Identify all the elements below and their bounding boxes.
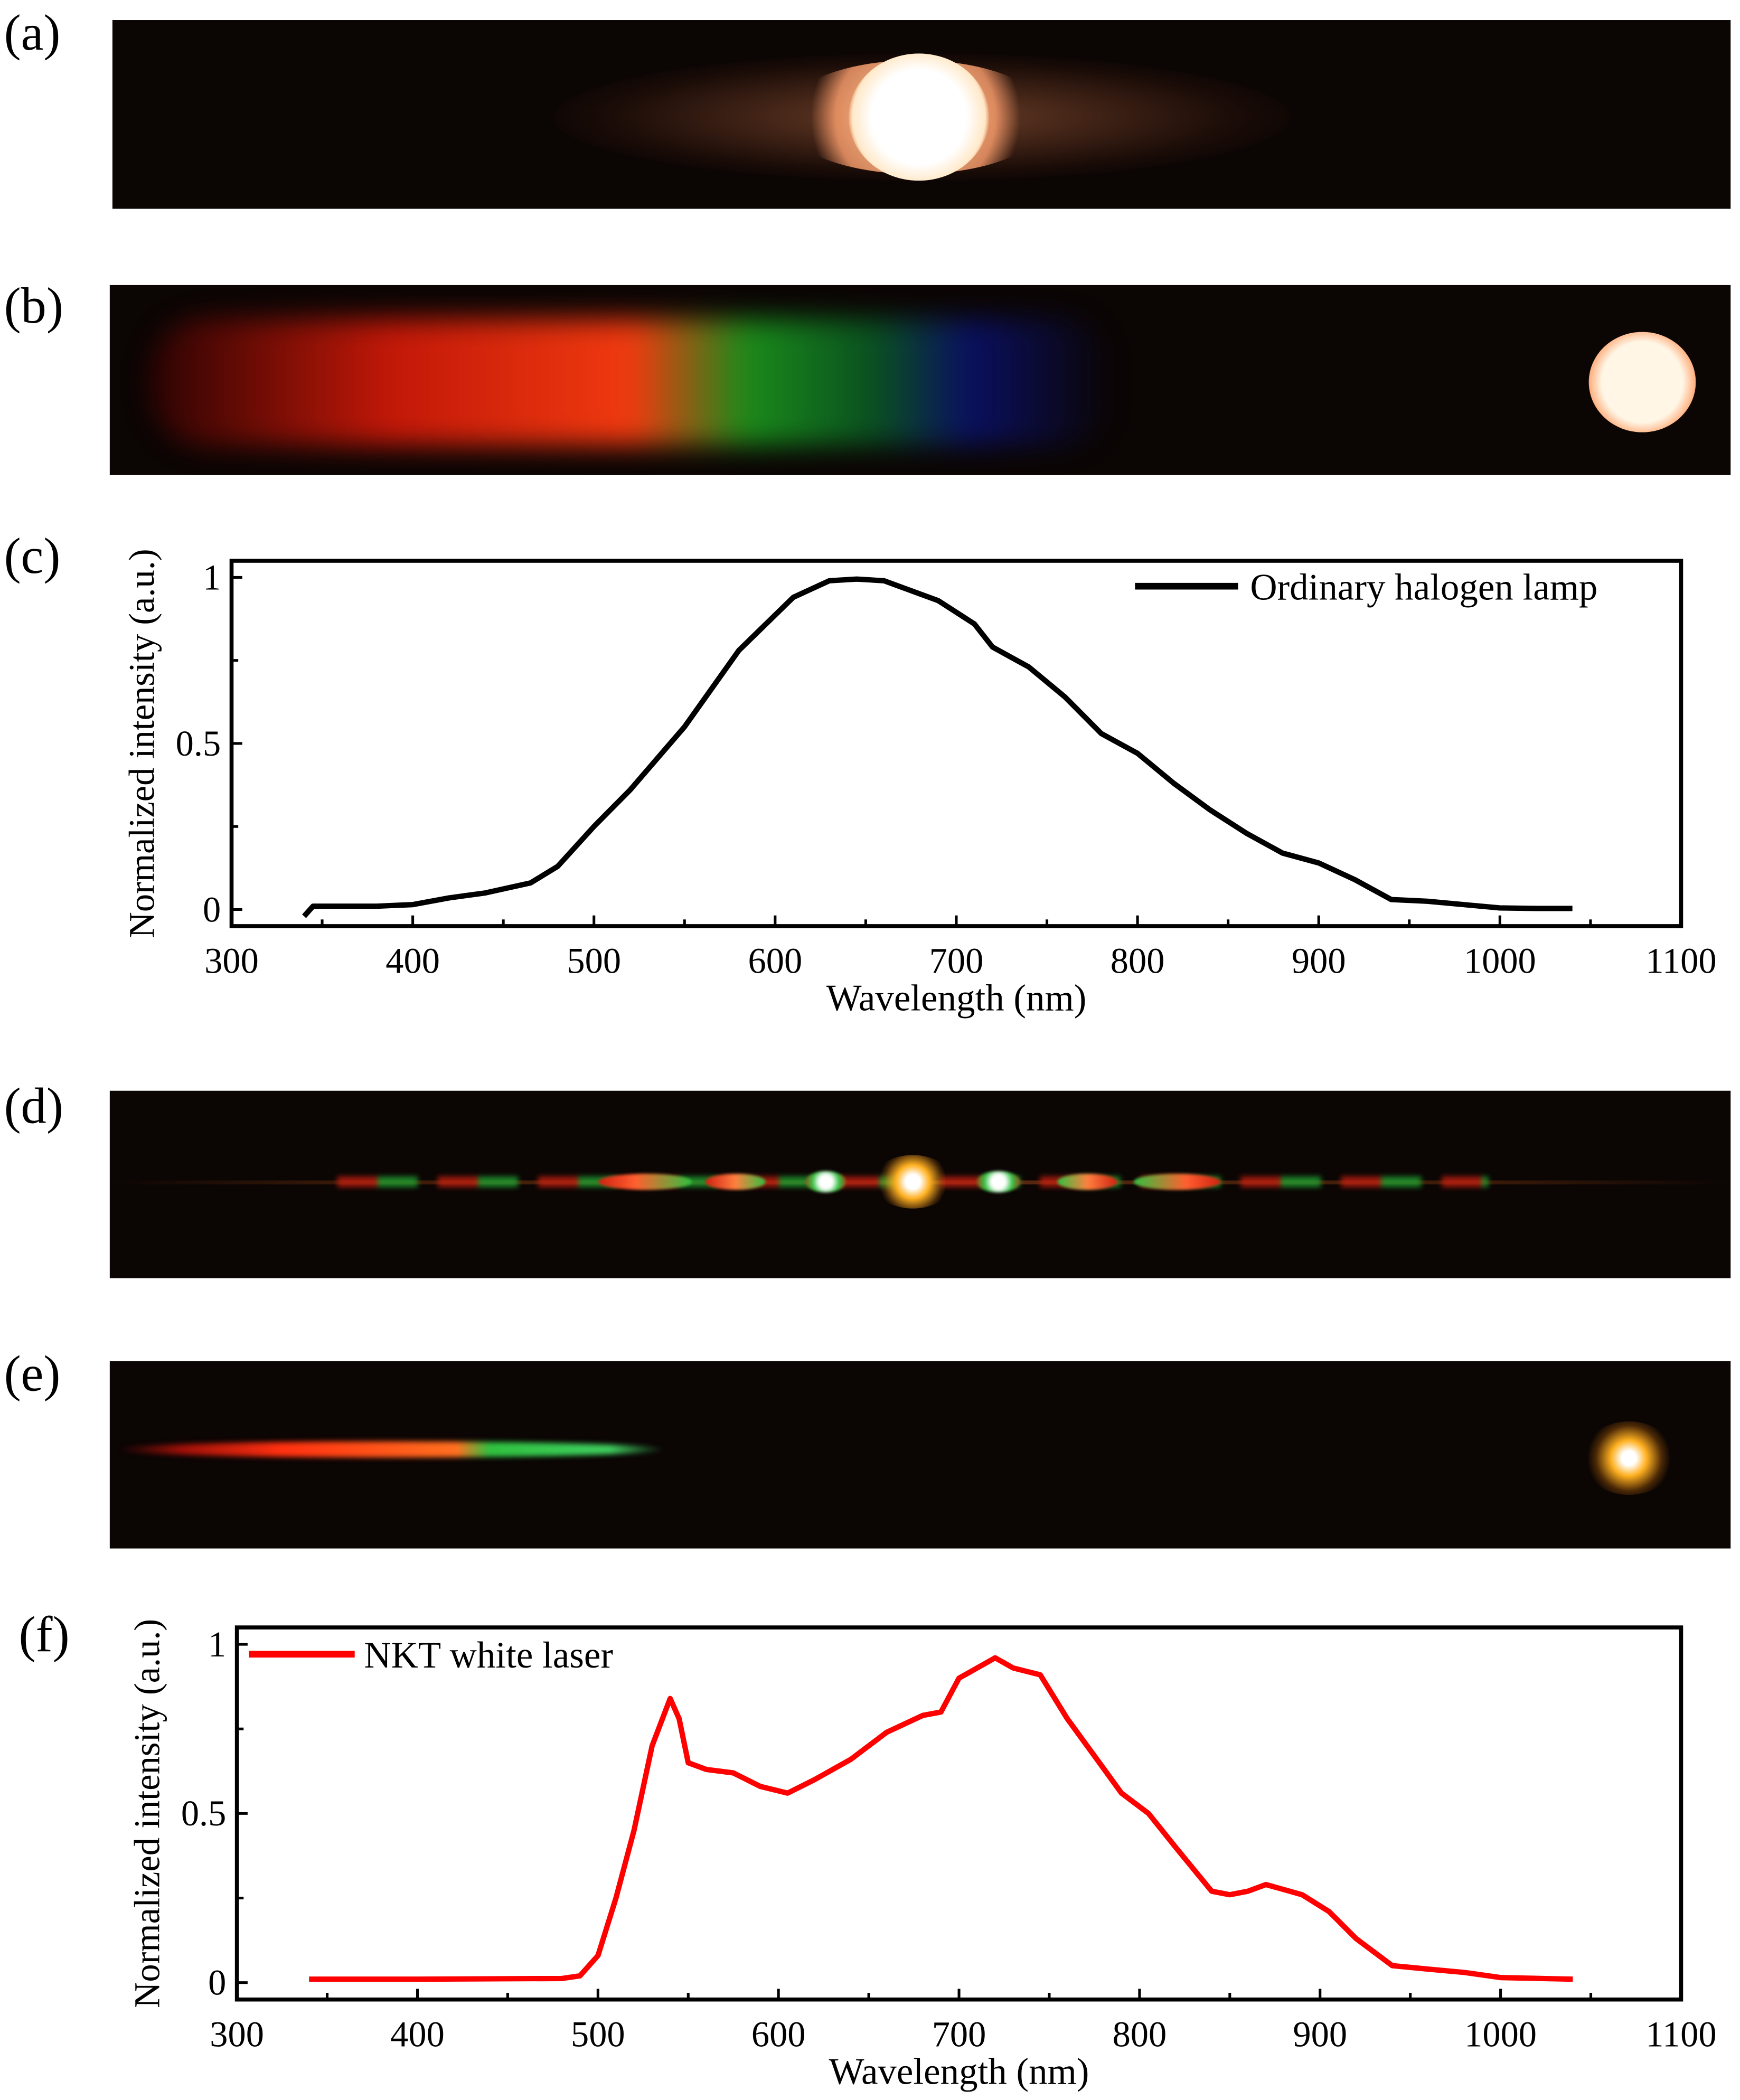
panel-label-b: (b) bbox=[4, 278, 63, 335]
y-axis-label: Normalized intensity (a.u.) bbox=[127, 1619, 167, 2008]
panel-label-e: (e) bbox=[4, 1346, 61, 1403]
x-tick-label: 500 bbox=[571, 2014, 625, 2054]
y-tick-label: 1 bbox=[208, 1624, 226, 1664]
plot-frame bbox=[234, 1625, 1683, 2002]
x-tick-label: 300 bbox=[210, 2014, 264, 2054]
photo-b-halogen-spectrum bbox=[109, 285, 1731, 475]
chart-f-nkt-spectrum: 300 400 500 600 700 800 900 1000 1100 0 0.5 1 Wavele… bbox=[127, 1619, 1717, 2093]
x-axis-label: Wavelength (nm) bbox=[829, 2051, 1089, 2092]
x-tick-label: 700 bbox=[932, 2014, 986, 2054]
series-line bbox=[302, 576, 1573, 918]
y-tick-label: 1 bbox=[203, 557, 221, 597]
panel-label-f: (f) bbox=[18, 1607, 70, 1664]
y-tick-label: 0 bbox=[208, 1962, 226, 2002]
legend-label: Ordinary halogen lamp bbox=[1250, 567, 1597, 608]
x-tick-label: 700 bbox=[929, 941, 984, 981]
panel-label-d: (d) bbox=[4, 1078, 63, 1135]
y-tick-label: 0 bbox=[203, 889, 221, 929]
x-tick-label: 500 bbox=[567, 941, 621, 981]
x-tick-label: 800 bbox=[1113, 2014, 1167, 2054]
y-axis-label: Normalized intensity (a.u.) bbox=[121, 549, 162, 938]
x-tick-label: 400 bbox=[385, 941, 440, 981]
y-tick-label: 0.5 bbox=[176, 723, 221, 764]
x-axis-label: Wavelength (nm) bbox=[826, 978, 1087, 1019]
x-tick-label: 600 bbox=[748, 941, 803, 981]
x-tick-label: 1000 bbox=[1464, 941, 1536, 981]
photo-a-halogen-spot bbox=[112, 20, 1731, 209]
x-tick-label: 1100 bbox=[1645, 941, 1716, 981]
legend-label: NKT white laser bbox=[364, 1635, 613, 1676]
x-tick-label: 900 bbox=[1293, 2014, 1347, 2054]
chart-c-halogen-spectrum: 300 400 500 600 700 800 900 1000 1100 0 0.5 1 Wavele… bbox=[121, 549, 1716, 1019]
photo-e-laser-spectrum bbox=[109, 1361, 1731, 1549]
x-tick-label: 600 bbox=[751, 2014, 806, 2054]
series-line bbox=[309, 1655, 1573, 1982]
x-tick-label: 400 bbox=[390, 2014, 445, 2054]
x-tick-label: 800 bbox=[1111, 941, 1165, 981]
x-tick-label: 900 bbox=[1292, 941, 1346, 981]
panel-label-a: (a) bbox=[4, 5, 61, 62]
x-tick-label: 300 bbox=[204, 941, 259, 981]
plot-frame bbox=[229, 559, 1683, 928]
y-tick-label: 0.5 bbox=[181, 1793, 227, 1833]
x-tick-label: 1100 bbox=[1645, 2014, 1716, 2054]
panel-label-c: (c) bbox=[4, 529, 61, 585]
photo-d-laser-spot-pattern bbox=[109, 1090, 1731, 1278]
x-tick-label: 1000 bbox=[1464, 2014, 1537, 2054]
